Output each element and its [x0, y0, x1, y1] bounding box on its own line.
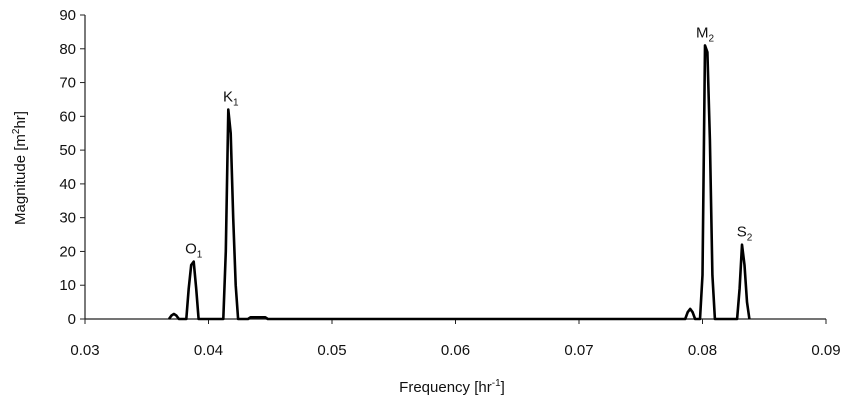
spectrum-point: [188, 288, 190, 290]
y-axis: 0 10 20 30 40 50 60 70 80 90: [59, 7, 86, 328]
spectrum-point: [175, 315, 177, 317]
spectrum-point: [709, 139, 711, 141]
y-tick-label: 80: [59, 41, 76, 58]
y-tick-label: 40: [59, 176, 76, 193]
spectrum-point: [232, 217, 234, 219]
spectrum-line: [167, 44, 751, 321]
y-tick-label: 90: [59, 7, 76, 24]
y-tick-label: 0: [68, 311, 76, 328]
spectrum-point: [704, 44, 706, 47]
peak-label: S2: [737, 224, 753, 244]
spectrum-point: [190, 264, 192, 266]
spectrum-point: [193, 260, 195, 263]
y-axis-title: Magnitude [m2hr]: [11, 111, 29, 225]
x-tick-label: 0.03: [70, 342, 99, 359]
peak-label: K1: [223, 89, 239, 109]
spectrum-point: [689, 308, 691, 310]
spectrum-point: [687, 311, 689, 313]
spectrum-point: [230, 132, 232, 134]
peak-labels: O1 K1 M2 S2: [185, 24, 753, 260]
x-tick-label: 0.04: [194, 342, 223, 359]
x-axis-title: Frequency [hr-1]: [399, 378, 505, 396]
x-tick-label: 0.08: [688, 342, 717, 359]
spectrum-point: [743, 264, 746, 266]
y-tick-label: 70: [59, 75, 76, 92]
y-tick-label: 10: [59, 277, 76, 294]
spectrum-point: [741, 244, 743, 246]
spectrum-point: [746, 301, 748, 303]
spectrum-point: [235, 284, 237, 286]
spectrum-point: [173, 313, 175, 315]
spectrum-point: [195, 288, 197, 290]
spectrum-point: [706, 51, 709, 53]
spectrum-point: [264, 316, 266, 318]
spectrum-point: [738, 288, 741, 290]
x-tick-label: 0.09: [811, 342, 840, 359]
spectrum-point: [701, 274, 704, 276]
x-axis: 0.03 0.04 0.05 0.06 0.07 0.08 0.09: [70, 318, 841, 359]
y-tick-label: 30: [59, 210, 76, 227]
spectrum-point: [227, 108, 229, 111]
y-tick-label: 20: [59, 243, 76, 260]
spectrum-point: [249, 316, 252, 318]
x-tick-label: 0.05: [317, 342, 346, 359]
y-tick-label: 50: [59, 142, 76, 159]
spectrum-point: [692, 311, 694, 313]
x-tick-label: 0.07: [564, 342, 593, 359]
spectrum-point: [711, 274, 713, 276]
peak-label: O1: [185, 241, 203, 261]
spectrum-point: [225, 250, 227, 253]
y-tick-label: 60: [59, 108, 76, 125]
peak-label: M2: [696, 24, 715, 44]
spectrum-series: [167, 44, 751, 321]
x-tick-label: 0.06: [441, 342, 470, 359]
spectrum-point: [170, 315, 173, 317]
